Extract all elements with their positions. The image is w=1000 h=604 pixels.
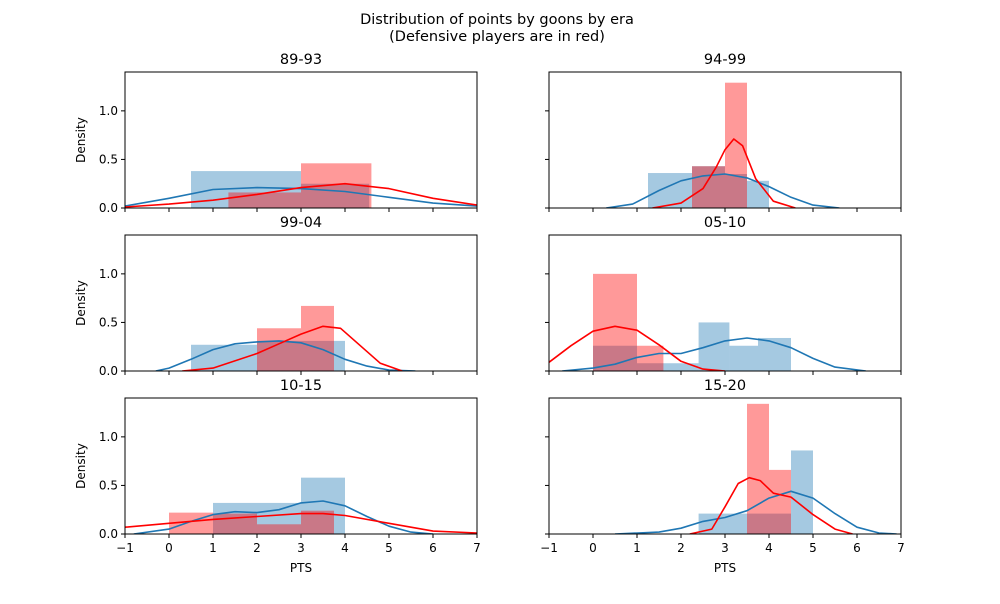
hist-bar-blue-1 — [257, 502, 301, 534]
kde-line-blue — [125, 186, 477, 207]
panel-title: 10-15 — [280, 378, 322, 394]
hist-bar-blue-2 — [698, 322, 730, 371]
panel-10-15: −1 0 1 2 3 4 5 6 7 0.0 0.5 1.0 10-15 Density PTS — [74, 378, 481, 575]
hist-bar-red-0 — [747, 403, 769, 534]
hist-bar-red-1 — [301, 305, 334, 371]
x-tick-label: 4 — [341, 541, 349, 555]
panel-title: 89-93 — [280, 52, 322, 68]
kde-line-red — [182, 325, 403, 371]
y-tick-label: 0.5 — [99, 315, 118, 329]
hist-bar-blue-2 — [301, 477, 345, 534]
y-tick-label: 0.5 — [99, 152, 118, 166]
hist-bar-blue-1 — [637, 363, 699, 371]
x-tick-label: 5 — [809, 541, 817, 555]
hist-bar-red-3 — [301, 510, 334, 534]
hist-bar-red-0 — [228, 192, 301, 208]
kde-line-red — [652, 138, 796, 208]
x-tick-label: 0 — [165, 541, 173, 555]
kde-line-blue — [614, 490, 897, 534]
panel-title: 15-20 — [704, 378, 746, 394]
y-tick-label: 0.0 — [99, 364, 118, 378]
hist-bar-blue-1 — [257, 340, 345, 371]
kde-line-blue — [606, 173, 840, 208]
x-tick-label: 0 — [589, 541, 597, 555]
x-tick-label: 5 — [385, 541, 393, 555]
y-axis-label: Density — [74, 280, 88, 326]
x-axis-label: PTS — [714, 561, 736, 575]
y-tick-label: 0.5 — [99, 478, 118, 492]
hist-bar-red-1 — [637, 345, 664, 371]
hist-bar-blue-1 — [692, 166, 725, 208]
panel-05-10: 05-10 — [545, 215, 902, 375]
x-tick-label: 3 — [721, 541, 729, 555]
y-axis-label: Density — [74, 117, 88, 163]
hist-bar-blue-4 — [758, 337, 791, 371]
panel-94-99: 94-99 — [545, 52, 902, 212]
hist-bar-red-2 — [257, 524, 301, 534]
suptitle-line-1: Distribution of points by goons by era — [360, 12, 634, 28]
x-tick-label: −1 — [540, 541, 558, 555]
x-tick-label: 2 — [677, 541, 685, 555]
panel-title: 05-10 — [704, 215, 746, 231]
x-tick-label: 1 — [209, 541, 217, 555]
y-axis-label: Density — [74, 443, 88, 489]
hist-bar-blue-2 — [791, 450, 813, 534]
y-tick-label: 1.0 — [99, 267, 118, 281]
hist-bar-blue-2 — [725, 174, 747, 208]
hist-bar-blue-1 — [301, 183, 370, 208]
panel-15-20: −1 0 1 2 3 4 5 6 7 15-20 PTS — [540, 378, 905, 575]
hist-bar-blue-0 — [648, 173, 692, 208]
y-tick-label: 1.0 — [99, 430, 118, 444]
x-tick-label: 2 — [253, 541, 261, 555]
x-tick-label: 3 — [297, 541, 305, 555]
x-tick-label: 7 — [897, 541, 905, 555]
x-axis-label: PTS — [290, 561, 312, 575]
kde-line-blue — [562, 337, 866, 371]
x-tick-label: 7 — [473, 541, 481, 555]
panel-89-93: 0.0 0.5 1.0 89-93 Density — [74, 52, 478, 215]
panel-99-04: 0.0 0.5 1.0 99-04 Density — [74, 215, 478, 378]
kde-line-red — [125, 512, 477, 534]
kde-line-red — [125, 182, 477, 208]
hist-bar-red-0 — [257, 328, 301, 371]
x-tick-label: 4 — [765, 541, 773, 555]
hist-bar-red-0 — [593, 273, 637, 371]
hist-bar-blue-0 — [191, 344, 257, 371]
y-tick-label: 0.0 — [99, 527, 118, 541]
kde-line-red — [689, 476, 853, 534]
hist-bar-red-0 — [692, 166, 725, 208]
hist-bar-red-1 — [769, 469, 791, 534]
x-tick-label: 6 — [429, 541, 437, 555]
y-tick-label: 1.0 — [99, 104, 118, 118]
kde-line-blue — [155, 340, 416, 371]
suptitle-line-2: (Defensive players are in red) — [389, 29, 605, 45]
kde-line-red — [549, 325, 726, 371]
hist-bar-blue-3 — [729, 345, 758, 371]
panel-title: 99-04 — [280, 215, 322, 231]
hist-bar-blue-1 — [747, 513, 791, 534]
panel-title: 94-99 — [704, 52, 746, 68]
x-tick-label: 1 — [633, 541, 641, 555]
x-tick-label: 6 — [853, 541, 861, 555]
x-tick-label: −1 — [116, 541, 134, 555]
y-tick-label: 0.0 — [99, 201, 118, 215]
